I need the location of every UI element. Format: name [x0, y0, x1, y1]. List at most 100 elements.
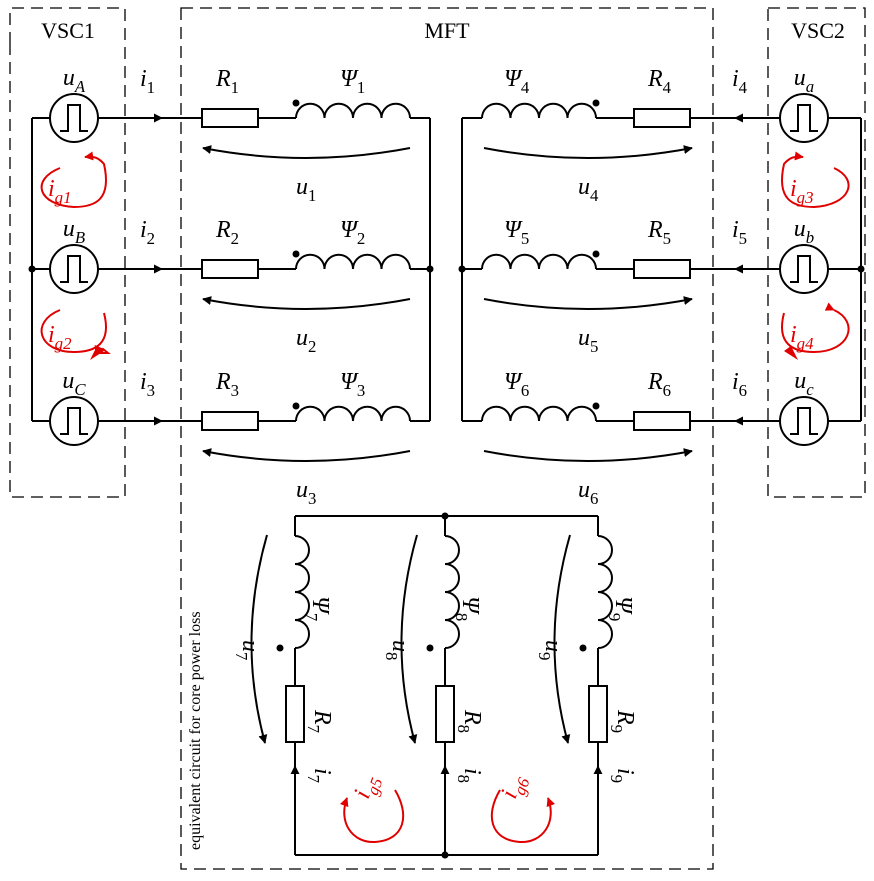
symbol-base: u	[794, 216, 806, 242]
symbol-base: R	[215, 217, 231, 243]
symbol-base: R	[215, 369, 231, 395]
loop-current-label: ig4	[790, 322, 814, 353]
vsc2-label: VSC2	[791, 18, 845, 43]
resistor-label: R2	[215, 217, 239, 248]
symbol-subscript: 4	[739, 78, 748, 97]
voltage-arrow	[202, 296, 411, 310]
flux-label: Ψ9	[605, 596, 636, 621]
square-pulse-source-icon	[49, 396, 99, 446]
flux-label: Ψ7	[302, 596, 333, 621]
resistor-label: R3	[215, 369, 239, 400]
current-label: i9	[607, 768, 638, 783]
symbol-subscript: 2	[231, 229, 239, 248]
square-pulse-source-icon	[779, 93, 829, 143]
symbol-base: u	[237, 640, 263, 652]
symbol-base: u	[387, 640, 413, 652]
flux-label: Ψ6	[504, 369, 529, 400]
symbol-base: i	[48, 322, 55, 348]
square-pulse-icon	[790, 407, 818, 435]
symbol-subscript: 1	[357, 78, 365, 97]
loop-current-g6	[490, 789, 556, 844]
source-circle	[779, 244, 829, 294]
flux-label: Ψ1	[340, 66, 365, 97]
source-circle	[49, 93, 99, 143]
symbol-base: u	[540, 640, 566, 652]
square-pulse-icon	[790, 104, 818, 132]
symbol-base: i	[459, 768, 485, 775]
symbol-subscript: 5	[663, 229, 671, 248]
loop-current-g4	[781, 302, 850, 354]
symbol-subscript: g5	[363, 775, 387, 797]
symbol-base: R	[309, 709, 335, 725]
polarity-dot	[579, 644, 587, 652]
resistor-label: R5	[647, 217, 671, 248]
square-pulse-icon	[790, 255, 818, 283]
polarity-dot	[592, 250, 600, 258]
flux-label: Ψ2	[340, 217, 365, 248]
symbol-subscript: 7	[304, 775, 323, 783]
loop-current-label: ig2	[48, 322, 72, 353]
symbol-base: Ψ	[340, 217, 359, 243]
symbol-base: i	[309, 768, 335, 775]
square-pulse-source-icon	[49, 93, 99, 143]
square-pulse-icon	[60, 255, 88, 283]
symbol-subscript: 9	[607, 725, 626, 733]
symbol-base: u	[578, 325, 590, 351]
symbol-base: Ψ	[307, 596, 333, 615]
resistor	[633, 411, 691, 431]
symbol-subscript: 7	[232, 652, 251, 660]
core-caption: equivalent circuit for core power loss	[187, 611, 204, 850]
resistor-label: R7	[304, 709, 335, 733]
symbol-subscript: 6	[590, 489, 598, 508]
symbol-base: u	[794, 368, 806, 394]
symbol-base: i	[732, 217, 739, 243]
flux-label: Ψ8	[452, 596, 483, 621]
voltage-label: u2	[296, 325, 316, 356]
vsc2-box	[767, 7, 866, 498]
voltage-label: u3	[296, 477, 316, 508]
current-label: i3	[140, 369, 155, 400]
resistor-label: R9	[607, 709, 638, 733]
loop-current-label: ig1	[48, 176, 71, 207]
square-pulse-icon	[60, 104, 88, 132]
loop-current-g1	[40, 151, 107, 209]
symbol-subscript: 2	[147, 229, 155, 248]
symbol-subscript: 2	[357, 229, 365, 248]
source-circle	[779, 396, 829, 446]
symbol-base: i	[48, 176, 55, 202]
symbol-subscript: b	[806, 228, 814, 247]
symbol-subscript: 3	[357, 381, 365, 400]
symbol-subscript: 3	[231, 381, 239, 400]
inductor-coil	[481, 253, 597, 270]
symbol-base: Ψ	[340, 66, 359, 92]
symbol-subscript: 6	[739, 381, 747, 400]
core-inductor-coil	[444, 535, 460, 649]
symbol-subscript: 8	[382, 652, 401, 660]
symbol-base: i	[612, 768, 638, 775]
symbol-subscript: a	[806, 77, 814, 96]
symbol-subscript: 6	[663, 381, 671, 400]
symbol-base: i	[732, 66, 739, 92]
loop-current-label: ig6	[496, 771, 534, 804]
symbol-base: R	[647, 66, 663, 92]
symbol-base: Ψ	[504, 369, 523, 395]
symbol-subscript: 4	[521, 78, 530, 97]
square-pulse-source-icon	[779, 396, 829, 446]
symbol-subscript: g4	[797, 334, 814, 353]
symbol-base: u	[296, 477, 308, 503]
source-circle	[779, 93, 829, 143]
voltage-label: u8	[382, 640, 413, 660]
resistor	[633, 259, 691, 279]
flux-label: Ψ4	[504, 66, 530, 97]
symbol-base: u	[578, 174, 590, 200]
symbol-subscript: 4	[663, 78, 672, 97]
voltage-arrow	[483, 296, 693, 310]
resistor-label: R1	[215, 66, 239, 97]
flux-label: Ψ5	[504, 217, 529, 248]
symbol-subscript: 8	[452, 613, 471, 621]
